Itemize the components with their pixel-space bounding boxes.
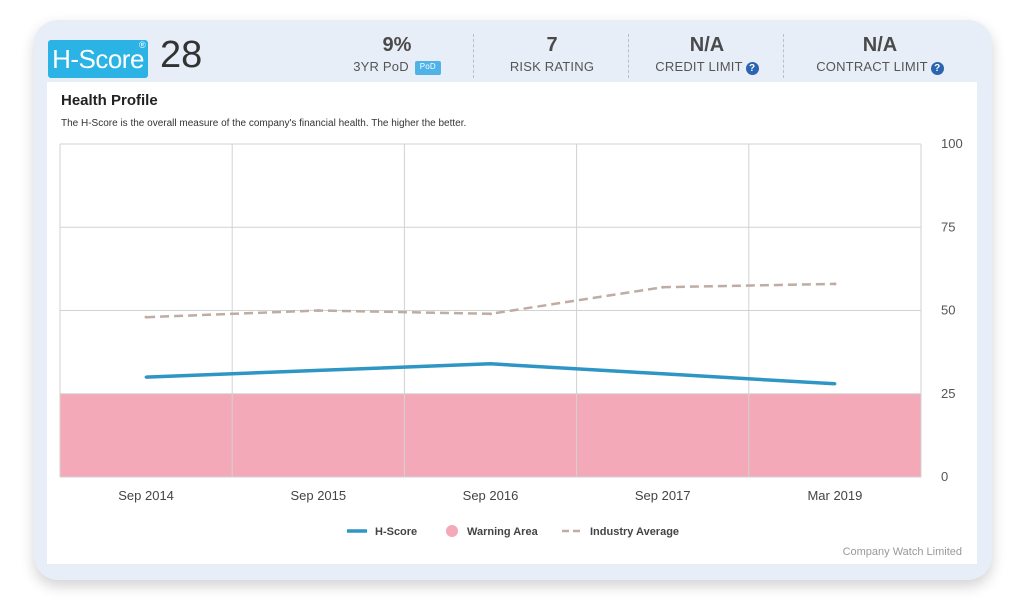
stat-contract-limit-label: CONTRACT LIMIT bbox=[816, 59, 928, 74]
source-credit: Company Watch Limited bbox=[842, 546, 962, 558]
series-point bbox=[144, 315, 148, 319]
series-point bbox=[661, 372, 665, 376]
series-point bbox=[833, 382, 837, 386]
x-tick-label: Sep 2017 bbox=[635, 488, 691, 503]
y-tick-label: 25 bbox=[941, 386, 955, 401]
legend-label: Warning Area bbox=[467, 526, 539, 538]
health-profile-chart: Sep 2014 Sep 2015 Sep 2016 Sep 2017 Mar 2019… bbox=[59, 136, 963, 538]
registered-mark: ® bbox=[139, 40, 146, 50]
header-divider bbox=[783, 34, 784, 78]
series-point bbox=[316, 309, 320, 312]
header-divider bbox=[473, 34, 474, 78]
stat-credit-limit: N/A CREDIT LIMIT? bbox=[632, 30, 782, 82]
legend-label: H-Score bbox=[375, 526, 417, 538]
score-header: H-Score ® 28 9% 3YR PoD PoD 7 RISK RATING… bbox=[47, 30, 977, 82]
stat-risk-rating: 7 RISK RATING bbox=[477, 30, 627, 82]
series-point bbox=[144, 375, 148, 379]
series-point bbox=[489, 312, 492, 316]
stat-pod-label: 3YR PoD bbox=[353, 59, 409, 74]
series-point bbox=[833, 282, 837, 286]
series-point bbox=[661, 285, 665, 289]
series-line-industry-average bbox=[146, 282, 835, 319]
stat-risk-rating-label: RISK RATING bbox=[509, 59, 595, 74]
stat-risk-rating-value: 7 bbox=[546, 34, 558, 56]
h-score-value: 28 bbox=[160, 34, 203, 76]
header-divider bbox=[628, 34, 629, 78]
question-mark-icon[interactable]: ? bbox=[745, 62, 759, 75]
y-tick-label: 100 bbox=[941, 136, 963, 151]
series-point bbox=[316, 368, 320, 372]
stat-credit-limit-label-row: CREDIT LIMIT? bbox=[632, 58, 782, 76]
legend-marker-warning-area bbox=[446, 525, 458, 537]
stat-contract-limit-label-row: CONTRACT LIMIT? bbox=[787, 58, 973, 76]
stat-pod: 9% 3YR PoD PoD bbox=[322, 30, 472, 82]
x-tick-label: Sep 2014 bbox=[118, 488, 174, 503]
health-profile-panel: Health Profile The H-Score is the overal… bbox=[47, 82, 977, 564]
y-tick-label: 0 bbox=[941, 469, 948, 484]
x-tick-label: Sep 2015 bbox=[290, 488, 346, 503]
series-point bbox=[489, 362, 492, 366]
h-score-logo: H-Score bbox=[48, 40, 148, 78]
series-line-h-score bbox=[146, 362, 836, 386]
x-tick-label: Mar 2019 bbox=[807, 488, 862, 503]
stat-pod-value: 9% bbox=[382, 34, 412, 56]
logo-text: H-Score bbox=[52, 44, 144, 74]
stat-credit-limit-value: N/A bbox=[689, 34, 725, 56]
x-tick-label: Sep 2016 bbox=[463, 488, 519, 503]
legend-label: Industry Average bbox=[590, 526, 679, 538]
y-tick-label: 50 bbox=[941, 303, 955, 318]
y-tick-label: 75 bbox=[941, 219, 955, 234]
warning-area-band bbox=[60, 393, 921, 477]
panel-title: Health Profile bbox=[61, 92, 158, 109]
question-mark-icon[interactable]: ? bbox=[930, 62, 944, 75]
stat-pod-label-row: 3YR PoD PoD bbox=[322, 58, 472, 76]
pod-icon[interactable]: PoD bbox=[414, 61, 441, 75]
panel-description: The H-Score is the overall measure of th… bbox=[61, 118, 467, 129]
stat-credit-limit-label: CREDIT LIMIT bbox=[655, 59, 743, 74]
stat-contract-limit: N/A CONTRACT LIMIT? bbox=[787, 30, 973, 82]
stat-contract-limit-value: N/A bbox=[862, 34, 898, 56]
